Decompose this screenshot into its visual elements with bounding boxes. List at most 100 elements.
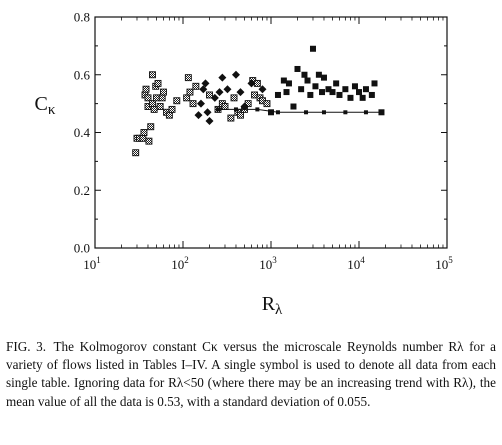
data-point bbox=[132, 149, 140, 157]
data-point bbox=[371, 80, 378, 87]
data-point bbox=[205, 116, 214, 125]
data-point bbox=[268, 109, 274, 116]
data-point bbox=[218, 73, 227, 82]
data-point bbox=[342, 86, 349, 93]
data-point bbox=[359, 94, 366, 101]
axis-labels: 0.0 0.2 0.4 0.6 0.8 101 102 103 104 105 Cκ Rλ bbox=[35, 10, 454, 319]
data-point bbox=[285, 80, 292, 87]
x-axis-title: Rλ bbox=[262, 293, 283, 318]
data-point bbox=[149, 100, 156, 108]
data-point bbox=[363, 110, 368, 115]
data-point bbox=[329, 89, 336, 96]
data-point bbox=[312, 83, 319, 90]
data-point bbox=[237, 111, 244, 119]
data-point bbox=[140, 129, 148, 136]
data-point bbox=[236, 88, 245, 97]
data-point bbox=[280, 77, 287, 84]
data-point bbox=[290, 103, 297, 110]
data-point bbox=[258, 85, 267, 94]
data-point bbox=[221, 103, 229, 110]
data-point bbox=[298, 86, 305, 93]
data-point bbox=[210, 93, 219, 102]
x-tick-label: 103 bbox=[259, 255, 277, 272]
data-point bbox=[379, 110, 384, 115]
data-point bbox=[183, 94, 191, 102]
data-point bbox=[201, 79, 210, 88]
data-point bbox=[275, 110, 280, 115]
data-point bbox=[315, 71, 322, 78]
caption-text: The Kolmogorov constant Cκ versus the mi… bbox=[6, 339, 496, 409]
data-point bbox=[142, 85, 150, 93]
data-point bbox=[351, 83, 358, 90]
data-point bbox=[215, 88, 224, 97]
data-point bbox=[149, 71, 156, 79]
data-point bbox=[233, 107, 238, 112]
figure: 0.0 0.2 0.4 0.6 0.8 101 102 103 104 105 Cκ Rλ bbox=[35, 10, 454, 319]
data-point bbox=[196, 99, 205, 108]
data-point bbox=[153, 94, 160, 102]
data-point bbox=[347, 94, 354, 101]
data-point bbox=[362, 86, 369, 93]
y-tick-label: 0.2 bbox=[74, 183, 90, 198]
data-point bbox=[227, 114, 235, 122]
data-point bbox=[321, 110, 326, 115]
data-point bbox=[368, 91, 375, 98]
data-point bbox=[145, 137, 153, 145]
caption-figure-number: FIG. 3. bbox=[6, 339, 47, 354]
x-tick-label: 104 bbox=[347, 255, 365, 272]
data-point bbox=[168, 105, 176, 113]
data-point bbox=[240, 102, 249, 111]
data-point bbox=[203, 108, 212, 117]
data-point bbox=[356, 89, 362, 96]
data-point bbox=[139, 134, 147, 142]
data-point bbox=[158, 94, 166, 102]
data-point bbox=[160, 88, 167, 96]
data-marks bbox=[132, 45, 385, 157]
x-tick-label: 102 bbox=[171, 255, 189, 272]
data-point bbox=[165, 111, 173, 119]
data-point bbox=[216, 107, 221, 112]
data-point bbox=[320, 74, 327, 81]
data-point bbox=[333, 80, 340, 87]
data-point bbox=[194, 111, 203, 120]
data-point bbox=[192, 82, 200, 90]
data-point bbox=[147, 123, 155, 131]
data-point bbox=[150, 105, 158, 113]
data-point bbox=[304, 110, 309, 115]
data-point bbox=[325, 86, 332, 93]
data-point bbox=[283, 89, 290, 96]
data-point bbox=[144, 94, 152, 102]
data-point bbox=[343, 110, 348, 115]
data-point bbox=[247, 79, 256, 88]
data-point bbox=[304, 77, 311, 84]
data-point bbox=[223, 85, 232, 94]
x-tick-label: 105 bbox=[435, 255, 453, 272]
axes bbox=[94, 16, 448, 249]
y-axis-title: Cκ bbox=[35, 93, 56, 118]
data-point bbox=[184, 74, 192, 82]
y-tick-label: 0.0 bbox=[74, 241, 90, 256]
data-point bbox=[336, 91, 343, 98]
data-point bbox=[230, 94, 238, 102]
plot-frame bbox=[94, 16, 448, 249]
data-point bbox=[156, 103, 164, 110]
data-point bbox=[231, 70, 240, 79]
scatter-chart: 0.0 0.2 0.4 0.6 0.8 101 102 103 104 105 Cκ Rλ bbox=[35, 10, 454, 319]
data-point bbox=[309, 45, 316, 52]
y-tick-label: 0.8 bbox=[74, 10, 90, 25]
data-point bbox=[189, 100, 197, 108]
data-point bbox=[307, 91, 314, 98]
data-point bbox=[154, 79, 162, 87]
data-point bbox=[186, 88, 194, 96]
data-point bbox=[274, 91, 281, 98]
data-point bbox=[173, 97, 181, 105]
data-point bbox=[263, 100, 271, 108]
data-point bbox=[255, 107, 260, 112]
x-tick-label: 101 bbox=[83, 255, 101, 272]
data-point bbox=[319, 89, 326, 96]
data-point bbox=[301, 71, 308, 78]
data-point bbox=[206, 91, 213, 99]
figure-caption: FIG. 3. The Kolmogorov constant Cκ versu… bbox=[6, 338, 496, 411]
data-point bbox=[294, 65, 301, 72]
y-tick-label: 0.4 bbox=[74, 125, 91, 140]
